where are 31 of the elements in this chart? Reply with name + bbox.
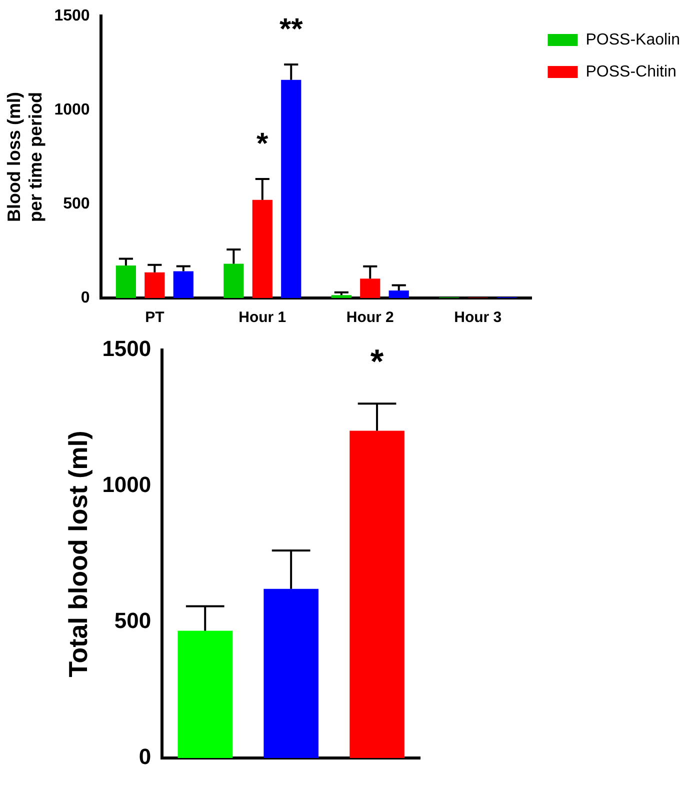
legend-label: POSS-Chitin [586, 63, 676, 80]
y-tick-label: 0 [138, 744, 152, 770]
y-tick-label: 1000 [54, 101, 90, 118]
bar [173, 271, 194, 298]
y-tick-label: 0 [80, 289, 90, 306]
bar [281, 80, 302, 298]
y-tick-label: 500 [63, 195, 90, 212]
bar [178, 630, 233, 758]
annotation: ** [279, 12, 304, 46]
y-axis-title: Total blood lost (ml) [62, 430, 93, 678]
x-tick-label: Hour 1 [238, 309, 286, 326]
y-tick-label: 1000 [102, 472, 152, 498]
legend-label: POSS-Kaolin [586, 31, 680, 48]
bar [331, 295, 352, 298]
y-axis-title: Blood loss (ml) per time period [4, 92, 46, 222]
annotation: * [370, 342, 384, 381]
bar [224, 264, 244, 298]
y-tick-label: 1500 [102, 336, 152, 362]
bar [360, 278, 380, 298]
y-tick-label: 500 [114, 608, 152, 634]
bar [388, 290, 409, 298]
x-tick-label: PT [145, 309, 164, 326]
x-tick-label: Hour 3 [454, 309, 502, 326]
bar [144, 272, 165, 298]
bar [264, 588, 318, 758]
bar [350, 430, 404, 758]
bar [252, 200, 272, 298]
x-tick-label: Hour 2 [346, 309, 394, 326]
bar [116, 265, 136, 298]
annotation: * [256, 127, 269, 160]
y-tick-label: 1500 [54, 7, 90, 24]
